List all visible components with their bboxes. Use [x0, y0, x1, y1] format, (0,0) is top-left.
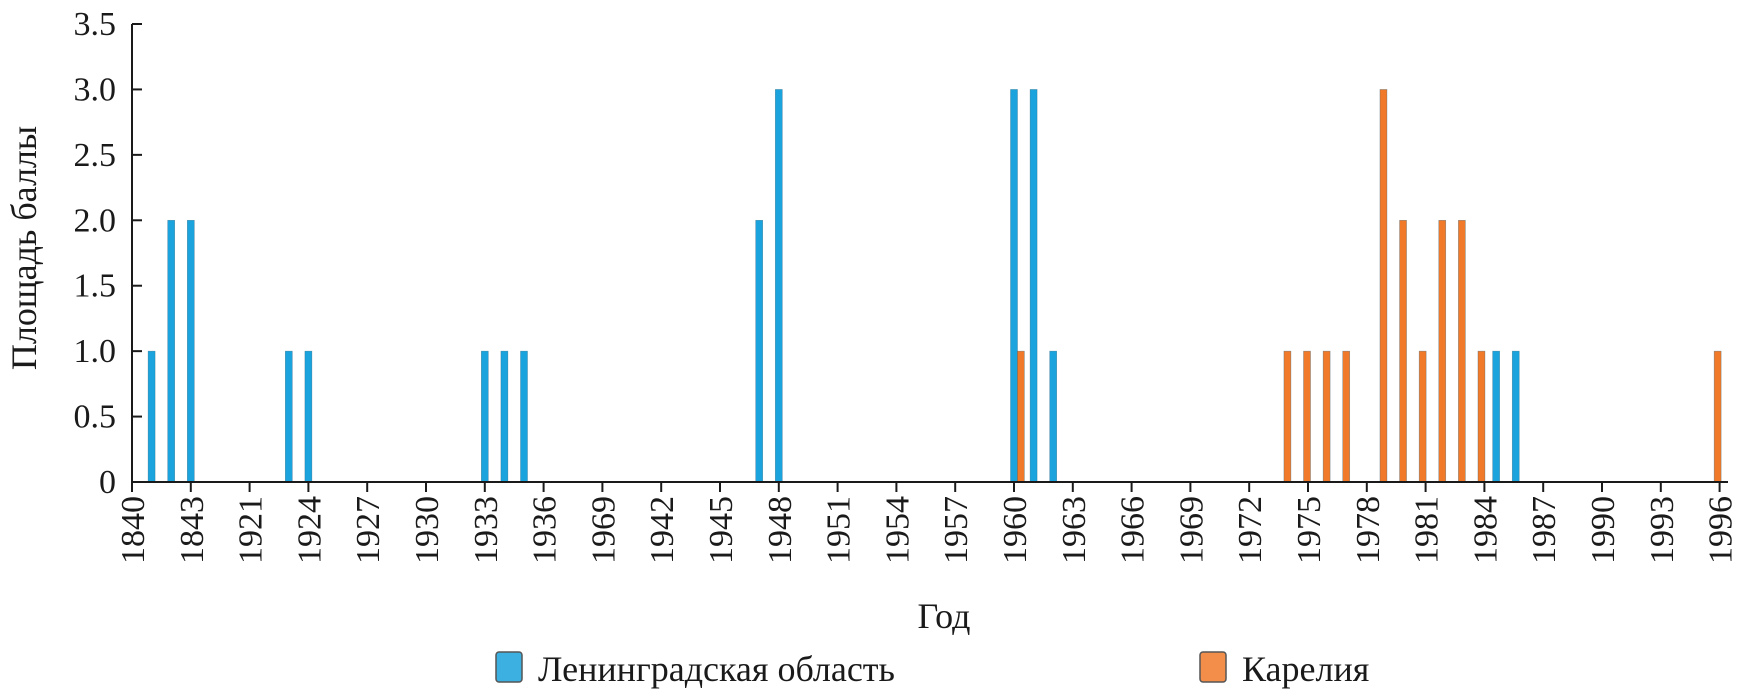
x-tick-label: 1942 [644, 496, 681, 564]
legend-swatch-karelia [1199, 651, 1227, 683]
bar-leningrad [480, 350, 489, 483]
bar-leningrad [167, 219, 175, 483]
bar-leningrad [284, 350, 293, 483]
x-tick-label: 1984 [1467, 496, 1504, 564]
x-tick-label: 1936 [527, 496, 564, 564]
x-tick-label: 1945 [703, 496, 740, 564]
x-tick-label: 1981 [1409, 496, 1446, 564]
bar-leningrad [1049, 350, 1057, 483]
x-axis-title: Год [918, 596, 971, 636]
axes [131, 23, 1728, 492]
legend-swatch-leningrad [495, 651, 523, 683]
x-tick-label: 1924 [291, 496, 328, 564]
x-tick-label: 1840 [115, 496, 152, 564]
x-tick-label: 1930 [409, 496, 446, 564]
bar-karelia [1017, 350, 1025, 483]
x-tick-label: 1948 [762, 496, 799, 564]
bar-karelia [1399, 219, 1407, 483]
bar-leningrad [1010, 89, 1018, 483]
x-tick-label: 1972 [1232, 496, 1269, 564]
legend-label-karelia: Карелия [1242, 649, 1369, 689]
bar-karelia [1322, 350, 1331, 483]
bar-leningrad [520, 350, 528, 483]
x-tick-label: 1975 [1291, 496, 1328, 564]
x-tick-label: 1987 [1526, 496, 1563, 564]
bar-leningrad [755, 219, 764, 483]
bar-leningrad [304, 350, 313, 483]
x-tick-label: 1927 [350, 496, 387, 564]
bar-leningrad [500, 350, 509, 483]
bars [147, 89, 1722, 483]
x-tick-label: 1966 [1115, 496, 1152, 564]
bar-karelia [1379, 89, 1388, 483]
y-tick-label: 2.0 [74, 202, 117, 239]
bar-karelia [1303, 350, 1311, 483]
x-tick-label: 1951 [821, 496, 858, 564]
y-tick-label: 3.5 [74, 6, 117, 43]
y-tick-label: 0 [99, 464, 116, 501]
x-tick-label: 1978 [1350, 496, 1387, 564]
x-tick-label: 1933 [468, 496, 505, 564]
bar-karelia [1342, 350, 1351, 483]
bar-leningrad [187, 219, 195, 483]
y-tick-label: 1.5 [74, 268, 117, 305]
bar-leningrad [1492, 350, 1500, 483]
bar-karelia [1418, 350, 1427, 483]
legend: Ленинградская область Карелия [495, 649, 1369, 689]
bar-karelia [1458, 219, 1466, 483]
y-tick-label: 2.5 [74, 137, 117, 174]
y-tick-label: 0.5 [74, 399, 117, 436]
bar-leningrad [1511, 350, 1520, 483]
x-tick-label: 1960 [997, 496, 1034, 564]
y-tick-label: 1.0 [74, 333, 117, 370]
y-tick-labels: 0 0.5 1.0 1.5 2.0 2.5 3.0 3.5 [74, 6, 117, 501]
bar-karelia [1477, 350, 1486, 483]
x-tick-label: 1963 [1056, 496, 1093, 564]
legend-item-leningrad: Ленинградская область [495, 649, 895, 689]
x-tick-label: 1957 [938, 496, 975, 564]
y-axis-title: Площадь баллы [4, 126, 44, 370]
legend-item-karelia: Карелия [1199, 649, 1369, 689]
x-tick-label: 1954 [879, 496, 916, 564]
x-tick-labels: 1840 1843 1921 1924 1927 1930 1933 1936 1969 1942… [115, 496, 1740, 564]
bar-karelia [1438, 219, 1447, 483]
legend-label-leningrad: Ленинградская область [538, 649, 895, 689]
y-tick-label: 3.0 [74, 71, 117, 108]
bar-karelia [1283, 350, 1292, 483]
x-tick-label: 1969 [1173, 496, 1210, 564]
x-tick-label: 1921 [233, 496, 270, 564]
x-tick-label: 1993 [1644, 496, 1681, 564]
x-tick-label: 1996 [1703, 496, 1740, 564]
x-tick-label: 1843 [174, 496, 211, 564]
x-tick-label: 1990 [1585, 496, 1622, 564]
bar-karelia [1713, 350, 1722, 483]
bar-leningrad [774, 89, 783, 483]
bar-leningrad [1029, 89, 1038, 483]
bar-leningrad [147, 350, 156, 483]
x-tick-label: 1969 [585, 496, 622, 564]
